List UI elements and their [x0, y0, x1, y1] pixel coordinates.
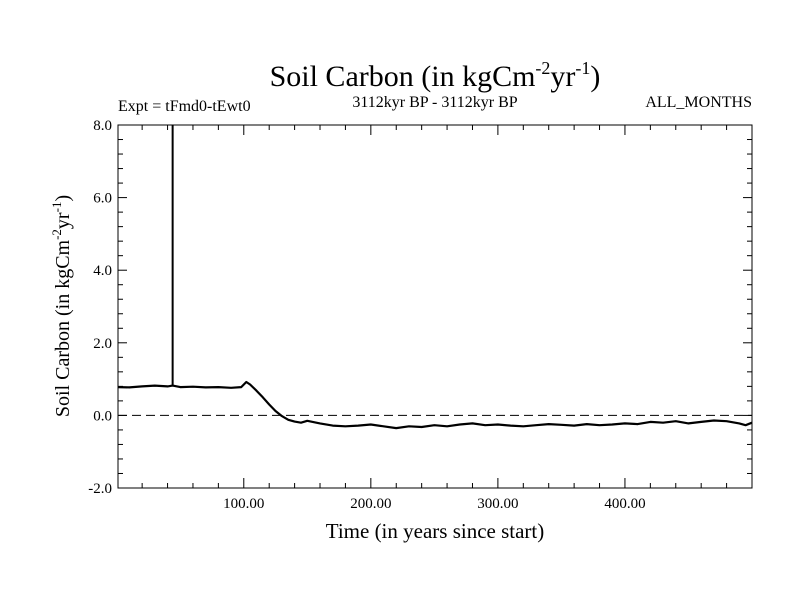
x-tick-label: 300.00 — [477, 496, 518, 512]
x-tick-label: 100.00 — [223, 496, 264, 512]
chart-title: Soil Carbon (in kgCm-2yr-1) — [270, 58, 601, 93]
x-axis-label: Time (in years since start) — [326, 519, 545, 543]
months-label: ALL_MONTHS — [645, 94, 752, 111]
y-tick-label: -2.0 — [88, 481, 112, 497]
y-tick-label: 8.0 — [93, 118, 112, 134]
period-label: 3112kyr BP - 3112kyr BP — [352, 94, 517, 111]
axis-ticks: -2.0 0.0 2.0 4.0 6.0 8.0 100.00 200.00 300.00 400… — [88, 118, 752, 512]
y-tick-label: 4.0 — [93, 263, 112, 279]
plot-frame — [117, 124, 753, 489]
x-tick-label: 400.00 — [604, 496, 645, 512]
y-tick-label: 2.0 — [93, 336, 112, 352]
y-tick-label: 0.0 — [93, 408, 112, 424]
x-tick-label: 200.00 — [350, 496, 391, 512]
y-axis-label: Soil Carbon (in kgCm-2yr-1) — [49, 195, 74, 417]
experiment-label: Expt = tFmd0-tEwt0 — [118, 98, 251, 115]
series-line — [117, 380, 753, 430]
y-tick-label: 6.0 — [93, 191, 112, 207]
